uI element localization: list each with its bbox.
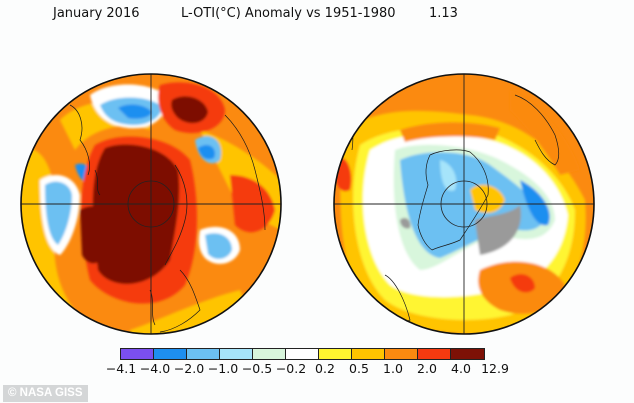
- global-mean-anomaly: 1.13: [429, 6, 458, 21]
- anomaly-regions: [21, 82, 281, 334]
- colorbar-bin: [286, 349, 319, 359]
- map-title: L-OTI(°C) Anomaly vs 1951-1980: [181, 6, 396, 21]
- colorbar-bin: [220, 349, 253, 359]
- colorbar-tick-label: 2.0: [417, 361, 437, 376]
- coastlines: [69, 104, 266, 333]
- northern-hemisphere-outline: [20, 73, 282, 335]
- colorbar-tick-label: 0.5: [349, 361, 369, 376]
- colorbar-bin: [418, 349, 451, 359]
- colorbar-tick-label: 4.0: [451, 361, 471, 376]
- colorbar-bin: [385, 349, 418, 359]
- colorbar: [120, 348, 485, 360]
- colorbar-bin: [187, 349, 220, 359]
- anomaly-regions: [334, 90, 586, 334]
- colorbar-tick-label: 1.0: [383, 361, 403, 376]
- colorbar-tick-label: −4.0: [139, 361, 171, 376]
- colorbar-bin: [154, 349, 187, 359]
- colorbar-ticks: −4.1 −4.0 −2.0 −1.0 −0.5 −0.2 0.2 0.5 1.0 2.0 4.0 1…: [0, 361, 634, 377]
- polar-circle: [440, 180, 488, 228]
- colorbar-tick-label: −1.0: [207, 361, 239, 376]
- colorbar-bin: [319, 349, 352, 359]
- southern-hemisphere-map: [334, 74, 594, 334]
- colorbar-bin: [451, 349, 484, 359]
- colorbar-tick-label: 12.9: [481, 361, 509, 376]
- colorbar-tick-label: −0.2: [275, 361, 307, 376]
- colorbar-tick-label: −2.0: [173, 361, 205, 376]
- colorbar-bin: [352, 349, 385, 359]
- polar-circle: [127, 180, 175, 228]
- hemisphere-maps: [20, 73, 595, 335]
- chart-header: January 2016 L-OTI(°C) Anomaly vs 1951-1…: [0, 6, 634, 28]
- colorbar-bin: [121, 349, 154, 359]
- colorbar-bin: [253, 349, 286, 359]
- colorbar-tick-label: 0.2: [315, 361, 335, 376]
- northern-hemisphere-map: [21, 74, 281, 334]
- southern-hemisphere-outline: [333, 73, 595, 335]
- image-credit: © NASA GISS: [3, 385, 88, 402]
- colorbar-tick-label: −0.5: [241, 361, 273, 376]
- colorbar-tick-label: −4.1: [105, 361, 137, 376]
- map-date: January 2016: [53, 6, 140, 21]
